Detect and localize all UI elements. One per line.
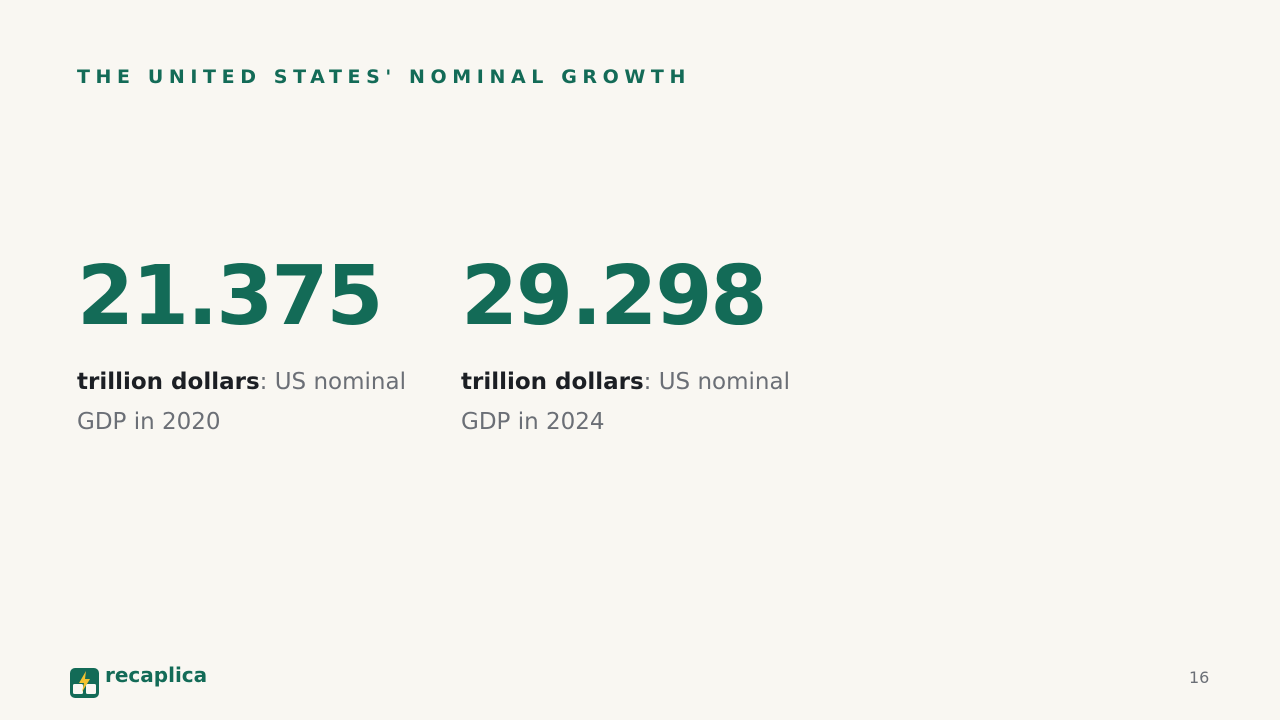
- stat-value: 21.375: [77, 249, 383, 344]
- page-number: 16: [1189, 668, 1210, 687]
- stat-description: trillion dollars: US nominal GDP in 2024: [461, 362, 806, 442]
- brand: recaplica: [70, 663, 207, 698]
- stat: 29.298 trillion dollars: US nominal GDP …: [461, 252, 806, 442]
- brand-name: recaplica: [105, 663, 208, 687]
- brand-logo: [70, 668, 99, 698]
- stat-value: 29.298: [461, 249, 767, 344]
- stat-text: : US nominal GDP in 2024: [461, 369, 790, 435]
- slide-title: THE UNITED STATES' NOMINAL GROWTH: [77, 66, 691, 88]
- stat-unit: trillion dollars: [461, 369, 644, 395]
- stat-description: trillion dollars: US nominal GDP in 2020: [77, 362, 422, 442]
- stat-text: : US nominal GDP in 2020: [77, 369, 406, 435]
- stat: 21.375 trillion dollars: US nominal GDP …: [77, 252, 422, 442]
- stat-unit: trillion dollars: [77, 369, 260, 395]
